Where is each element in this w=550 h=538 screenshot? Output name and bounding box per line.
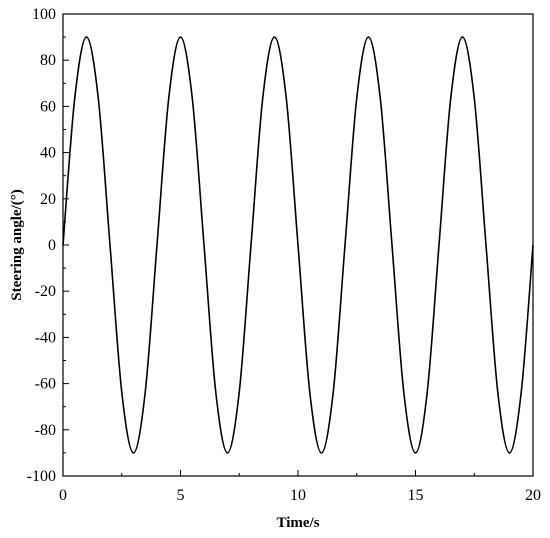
y-axis-label: Steering angle/(°) [9,189,25,300]
y-tick-label: 0 [48,237,56,254]
x-axis-label: Time/s [276,515,319,531]
steering-angle-series-line [62,36,534,454]
y-tick-label: -80 [35,422,56,439]
x-tick-label: 0 [59,487,67,504]
y-tick-label: -100 [27,468,56,485]
x-tick-label: 15 [408,487,424,504]
x-axis: 0 5 10 15 20 [59,470,541,504]
x-tick-label: 20 [525,487,541,504]
y-tick-label: 100 [32,6,56,23]
y-tick-label: -40 [35,329,56,346]
x-tick-label: 10 [290,487,306,504]
y-tick-label: 60 [40,98,56,115]
y-tick-label: 80 [40,52,56,69]
y-axis: -100 -80 -60 -40 -20 0 20 40 60 80 100 [27,6,69,485]
x-tick-label: 5 [177,487,185,504]
y-tick-label: 20 [40,191,56,208]
y-tick-label: -60 [35,376,56,393]
y-tick-label: 40 [40,145,56,162]
y-tick-label: -20 [35,283,56,300]
